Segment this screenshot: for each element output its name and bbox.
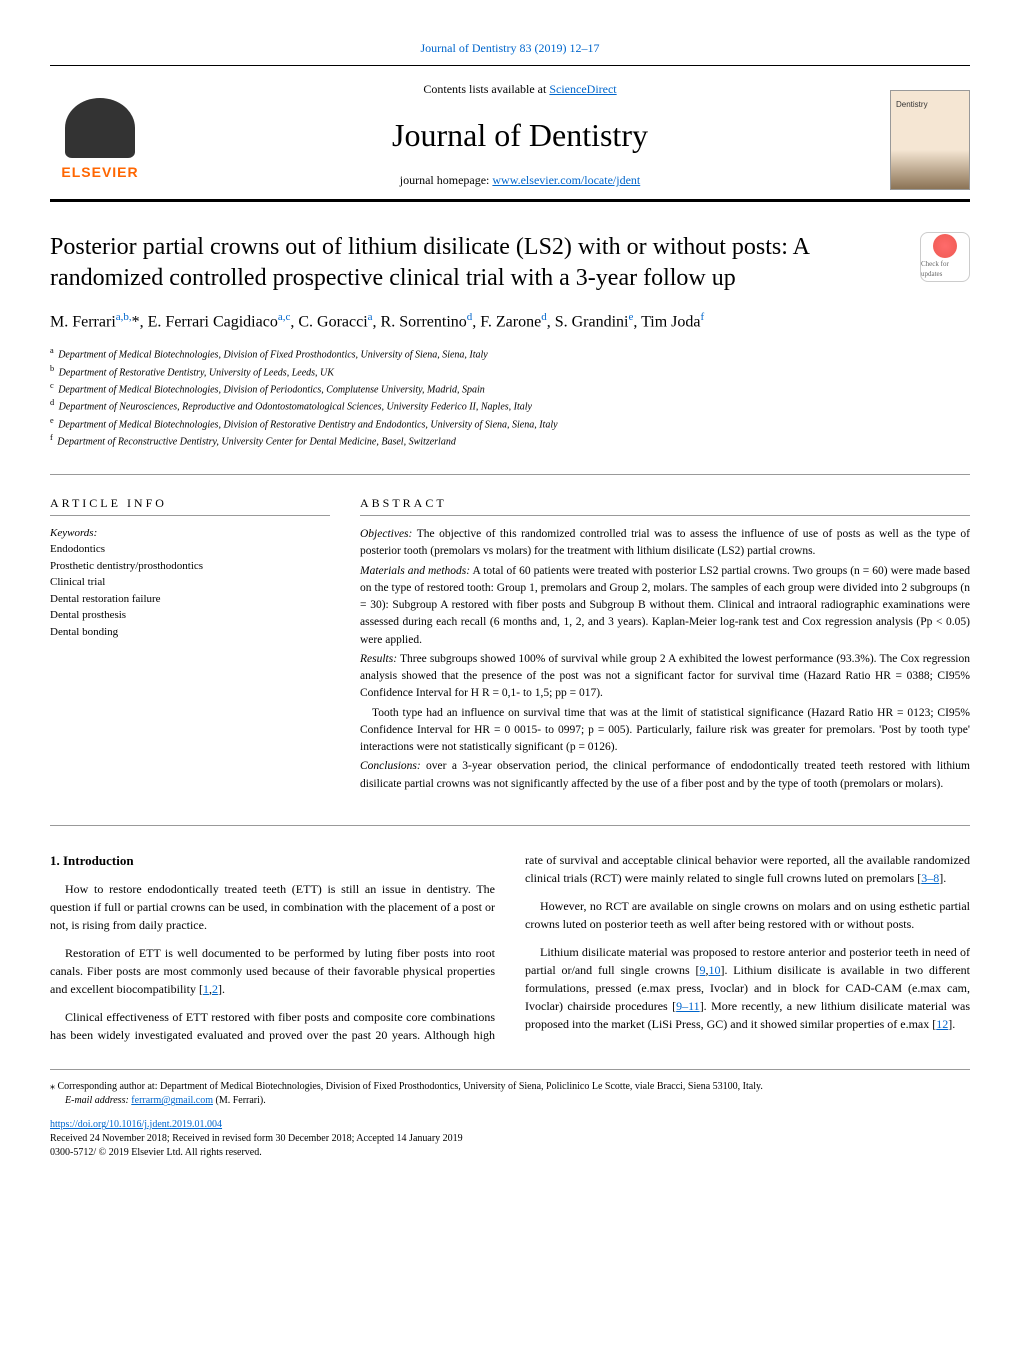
journal-cover-thumb	[890, 90, 970, 190]
ref-1[interactable]: 1	[203, 982, 209, 996]
article-info: ARTICLE INFO Keywords: EndodonticsProsth…	[50, 495, 330, 795]
elsevier-logo: ELSEVIER	[50, 90, 150, 190]
authors: M. Ferraria,b,*, E. Ferrari Cagidiacoa,c…	[50, 310, 970, 334]
body-section: 1. Introduction How to restore endodonti…	[50, 825, 970, 1045]
keywords-list: EndodonticsProsthetic dentistry/prosthod…	[50, 541, 330, 640]
objectives-text: The objective of this randomized control…	[360, 528, 970, 557]
article-info-heading: ARTICLE INFO	[50, 495, 330, 516]
doi-link[interactable]: https://doi.org/10.1016/j.jdent.2019.01.…	[50, 1119, 222, 1130]
homepage-line: journal homepage: www.elsevier.com/locat…	[150, 172, 890, 189]
check-updates-badge[interactable]: Check for updates	[920, 232, 970, 282]
intro-p2: Restoration of ETT is well documented to…	[50, 944, 495, 998]
header-center: Contents lists available at ScienceDirec…	[150, 81, 890, 199]
elsevier-tree-icon	[65, 98, 135, 158]
intro-heading: 1. Introduction	[50, 851, 495, 871]
ref-12[interactable]: 12	[936, 1017, 948, 1031]
methods-label: Materials and methods:	[360, 565, 470, 577]
intro-p4: However, no RCT are available on single …	[525, 897, 970, 933]
received-line: Received 24 November 2018; Received in r…	[50, 1132, 970, 1146]
intro-p1: How to restore endodontically treated te…	[50, 880, 495, 934]
abstract-text: Objectives: The objective of this random…	[360, 526, 970, 793]
ref-9-11[interactable]: 9–11	[676, 999, 700, 1013]
corresponding-author: ⁎ Corresponding author at: Department of…	[50, 1080, 970, 1094]
ref-10[interactable]: 10	[708, 963, 720, 977]
conclusions-label: Conclusions:	[360, 760, 421, 772]
article-title: Posterior partial crowns out of lithium …	[50, 232, 905, 294]
info-abstract-row: ARTICLE INFO Keywords: EndodonticsProsth…	[50, 474, 970, 795]
journal-name: Journal of Dentistry	[150, 113, 890, 158]
objectives-label: Objectives:	[360, 528, 412, 540]
abstract: ABSTRACT Objectives: The objective of th…	[360, 495, 970, 795]
ref-9[interactable]: 9	[699, 963, 705, 977]
title-section: Posterior partial crowns out of lithium …	[50, 232, 970, 309]
contents-prefix: Contents lists available at	[423, 82, 549, 96]
copyright-line: 0300-5712/ © 2019 Elsevier Ltd. All righ…	[50, 1146, 970, 1160]
homepage-link[interactable]: www.elsevier.com/locate/jdent	[492, 173, 640, 187]
journal-reference: Journal of Dentistry 83 (2019) 12–17	[50, 40, 970, 57]
affiliations: a Department of Medical Biotechnologies,…	[50, 345, 970, 449]
header-bar: ELSEVIER Contents lists available at Sci…	[50, 65, 970, 202]
conclusions-text: over a 3-year observation period, the cl…	[360, 760, 970, 789]
check-updates-label: Check for updates	[921, 260, 969, 280]
check-updates-icon	[933, 234, 957, 258]
email-link[interactable]: ferrarm@gmail.com	[131, 1095, 213, 1106]
homepage-prefix: journal homepage:	[400, 173, 493, 187]
sciencedirect-link[interactable]: ScienceDirect	[549, 82, 616, 96]
email-label: E-mail address:	[65, 1095, 131, 1106]
results-label: Results:	[360, 653, 397, 665]
results-text-1: Three subgroups showed 100% of survival …	[360, 653, 970, 700]
keywords-label: Keywords:	[50, 526, 330, 541]
contents-line: Contents lists available at ScienceDirec…	[150, 81, 890, 98]
abstract-heading: ABSTRACT	[360, 495, 970, 516]
results-text-2: Tooth type had an influence on survival …	[360, 707, 970, 754]
ref-3-8[interactable]: 3–8	[921, 871, 939, 885]
footer: ⁎ Corresponding author at: Department of…	[50, 1069, 970, 1160]
intro-p5: Lithium disilicate material was proposed…	[525, 943, 970, 1033]
elsevier-text: ELSEVIER	[61, 163, 138, 183]
email-suffix: (M. Ferrari).	[213, 1095, 266, 1106]
